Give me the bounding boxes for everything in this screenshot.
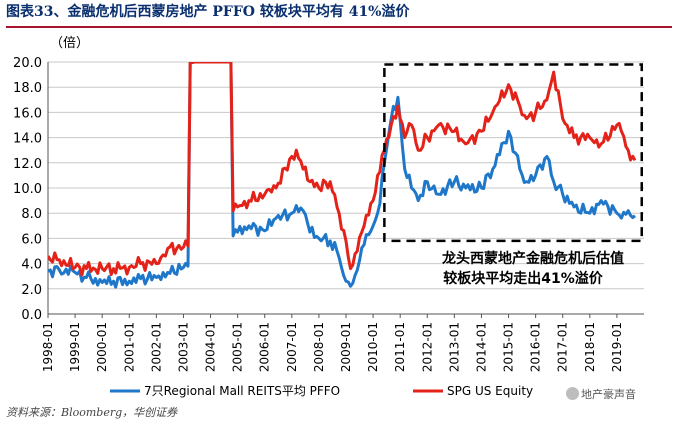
- watermark-text: 地产豪声音: [581, 388, 636, 401]
- axes: [47, 62, 644, 318]
- x-tick-label: 2018-01: [583, 322, 597, 372]
- x-tick-label: 2000-01: [95, 322, 109, 372]
- wechat-icon: [566, 387, 579, 400]
- y-axis-unit: （倍）: [50, 36, 90, 51]
- x-tick-label: 2013-01: [447, 322, 461, 372]
- annotation-box: [383, 63, 643, 243]
- y-tick-label: 4.0: [21, 258, 42, 273]
- x-tick-label: 2007-01: [285, 322, 299, 372]
- x-tick-label: 2003-01: [176, 322, 190, 372]
- title-divider: [6, 26, 672, 28]
- x-tick-label: 2015-01: [502, 322, 516, 372]
- grid-lines: [48, 61, 644, 290]
- y-tick-label: 6.0: [21, 232, 42, 247]
- x-tick-labels: 1998-01 1999-01 2000-01 2001-01 2002-01 2003-…: [41, 322, 624, 372]
- annotation-line-1: 龙头西蒙地产金融危机后估值: [441, 250, 624, 267]
- x-tick-label: 2010-01: [366, 322, 380, 372]
- y-tick-labels: 0.0 2.0 4.0 6.0 8.0 10.0 12.0 14.0 16.0 18.0 20.0: [13, 56, 42, 323]
- chart-title: 图表33、金融危机后西蒙房地产 PFFO 较板块平均有 41%溢价: [6, 4, 410, 20]
- y-tick-label: 0.0: [21, 308, 42, 323]
- legend-label-blue: 7只Regional Mall REITS平均 PFFO: [144, 384, 340, 398]
- x-tick-label: 2019-01: [610, 322, 624, 372]
- y-tick-label: 10.0: [13, 182, 42, 197]
- x-tick-label: 1998-01: [41, 322, 55, 372]
- y-tick-label: 14.0: [13, 132, 42, 147]
- x-tick-label: 2016-01: [529, 322, 543, 372]
- x-tick-label: 2002-01: [149, 322, 163, 372]
- x-tick-label: 2017-01: [556, 322, 570, 372]
- x-tick-label: 2008-01: [312, 322, 326, 372]
- annotation-line-2: 较板块平均走出41%溢价: [443, 270, 604, 287]
- x-tick-label: 2001-01: [122, 322, 136, 372]
- series-line-0: [48, 62, 636, 289]
- x-tick-label: 2006-01: [258, 322, 272, 372]
- y-tick-label: 20.0: [13, 56, 42, 71]
- series-line-1: [48, 62, 637, 277]
- series-lines: [48, 62, 637, 289]
- legend: 7只Regional Mall REITS平均 PFFO SPG US Equit…: [110, 384, 533, 398]
- x-tick-label: 2014-01: [474, 322, 488, 372]
- y-tick-label: 12.0: [13, 157, 42, 172]
- x-tick-label: 1999-01: [68, 322, 82, 372]
- watermark: 地产豪声音: [566, 387, 636, 403]
- x-tick-label: 2004-01: [204, 322, 218, 372]
- y-tick-label: 8.0: [21, 207, 42, 222]
- legend-label-red: SPG US Equity: [447, 384, 533, 398]
- x-tick-label: 2005-01: [231, 322, 245, 372]
- source-note: 资料来源：Bloomberg，华创证券: [6, 406, 178, 419]
- y-tick-label: 2.0: [21, 283, 42, 298]
- x-tick-label: 2011-01: [393, 322, 407, 372]
- y-tick-label: 18.0: [13, 81, 42, 96]
- x-tick-label: 2012-01: [420, 322, 434, 372]
- x-tick-label: 2009-01: [339, 322, 353, 372]
- y-tick-label: 16.0: [13, 106, 42, 121]
